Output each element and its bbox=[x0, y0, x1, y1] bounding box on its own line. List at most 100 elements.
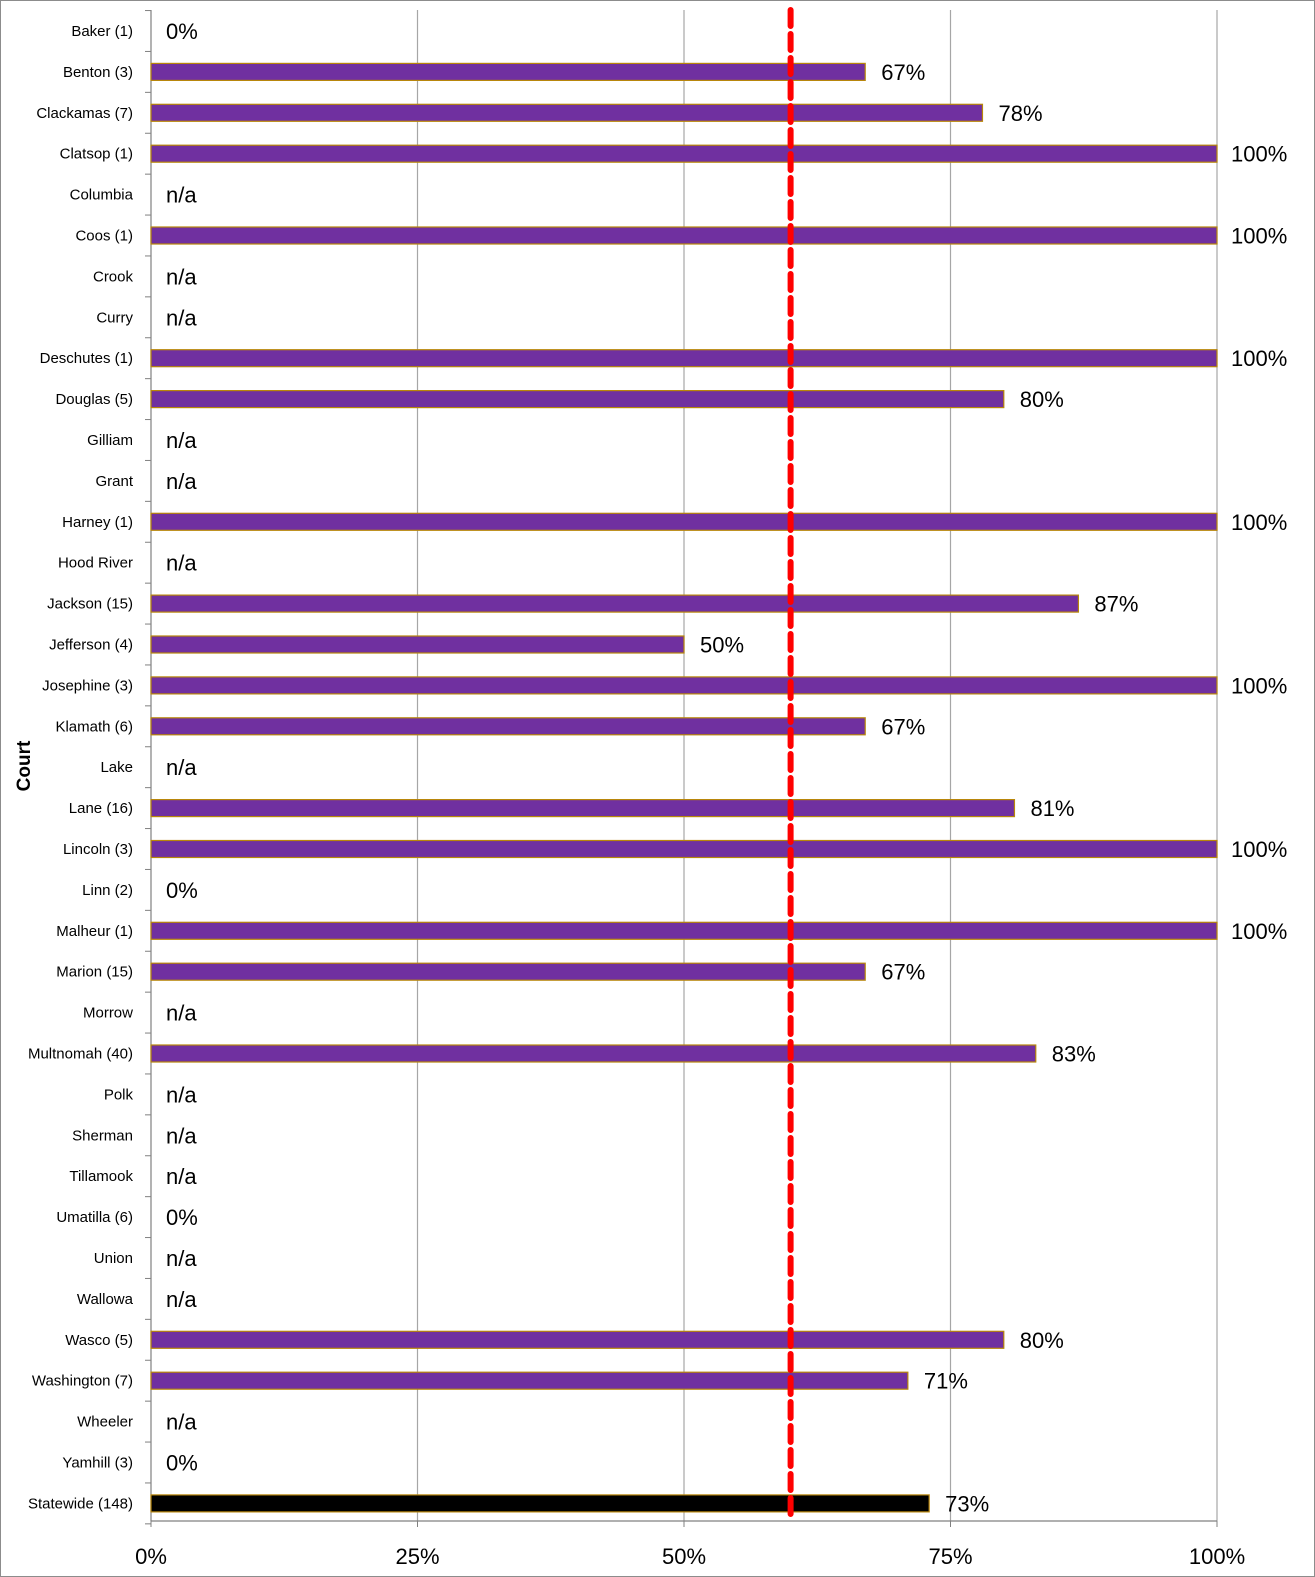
data-label: 87% bbox=[1094, 592, 1138, 617]
data-label: n/a bbox=[166, 1123, 197, 1148]
category-label: Lane (16) bbox=[69, 800, 133, 817]
data-label: n/a bbox=[166, 551, 197, 576]
data-label: 67% bbox=[881, 960, 925, 985]
bar bbox=[150, 717, 866, 736]
axes bbox=[145, 10, 1218, 1527]
category-label: Clatsop (1) bbox=[60, 146, 133, 163]
x-tick-labels: 0% 25% 50% 75% 100% bbox=[135, 1544, 1245, 1569]
bar bbox=[150, 1371, 909, 1390]
category-label: Klamath (6) bbox=[55, 718, 133, 735]
category-label: Malheur (1) bbox=[56, 923, 133, 940]
bar bbox=[150, 676, 1218, 695]
data-label: n/a bbox=[166, 183, 197, 208]
bar bbox=[150, 798, 1016, 818]
data-label: n/a bbox=[166, 1287, 197, 1312]
category-label: Lincoln (3) bbox=[63, 841, 133, 858]
data-label: n/a bbox=[166, 1082, 197, 1107]
data-label: 100% bbox=[1231, 346, 1287, 371]
data-label: 73% bbox=[945, 1491, 989, 1516]
x-tick-label: 100% bbox=[1189, 1544, 1245, 1569]
data-label: 100% bbox=[1231, 837, 1287, 862]
category-label: Jefferson (4) bbox=[49, 637, 133, 654]
data-label: 78% bbox=[998, 101, 1042, 126]
data-label: 100% bbox=[1231, 510, 1287, 535]
x-tick-label: 0% bbox=[135, 1544, 167, 1569]
data-label: 100% bbox=[1231, 673, 1287, 698]
bar bbox=[150, 226, 1218, 245]
data-label: n/a bbox=[166, 755, 197, 780]
data-label: 0% bbox=[166, 1451, 198, 1476]
bars bbox=[150, 62, 1218, 1513]
data-label: 0% bbox=[166, 19, 198, 44]
data-label: 0% bbox=[166, 878, 198, 903]
category-label: Umatilla (6) bbox=[56, 1209, 133, 1226]
category-label: Harney (1) bbox=[62, 514, 133, 531]
statewide-bar bbox=[150, 1494, 930, 1513]
data-label: n/a bbox=[166, 1001, 197, 1026]
bar bbox=[150, 921, 1218, 940]
category-label: Multnomah (40) bbox=[28, 1046, 133, 1063]
data-label: 100% bbox=[1231, 142, 1287, 167]
bar bbox=[150, 1330, 1005, 1349]
data-label: n/a bbox=[166, 469, 197, 494]
data-label: 100% bbox=[1231, 224, 1287, 249]
category-label: Grant bbox=[95, 473, 133, 490]
x-tick-label: 75% bbox=[928, 1544, 972, 1569]
category-label: Coos (1) bbox=[75, 228, 133, 245]
category-label: Gilliam bbox=[87, 432, 133, 449]
x-tick-label: 50% bbox=[662, 1544, 706, 1569]
data-label: 81% bbox=[1030, 796, 1074, 821]
data-label: n/a bbox=[166, 1246, 197, 1271]
data-label: 100% bbox=[1231, 919, 1287, 944]
data-label: 83% bbox=[1052, 1042, 1096, 1067]
category-label: Jackson (15) bbox=[47, 596, 133, 613]
x-tick-label: 25% bbox=[395, 1544, 439, 1569]
data-labels: 0% 67% 78% 100% n/a 100% n/a n/a 100% 80% n/a n/a 10… bbox=[166, 19, 1287, 1516]
category-label: Wasco (5) bbox=[65, 1332, 133, 1349]
data-label: 67% bbox=[881, 60, 925, 85]
category-label: Clackamas (7) bbox=[36, 105, 133, 122]
data-label: n/a bbox=[166, 1164, 197, 1189]
bar bbox=[150, 512, 1218, 531]
bar bbox=[150, 635, 685, 654]
category-label: Wheeler bbox=[77, 1414, 133, 1431]
bar bbox=[150, 839, 1218, 859]
data-label: 80% bbox=[1020, 1328, 1064, 1353]
category-label: Columbia bbox=[70, 187, 134, 204]
gridlines bbox=[416, 10, 1218, 1521]
category-label: Marion (15) bbox=[56, 964, 133, 981]
bar bbox=[150, 144, 1218, 163]
category-label: Curry bbox=[96, 309, 133, 326]
y-axis-title: Court bbox=[14, 740, 35, 791]
category-label: Yamhill (3) bbox=[62, 1455, 133, 1472]
bar bbox=[150, 1044, 1037, 1063]
category-label: Lake bbox=[100, 759, 133, 776]
category-label: Josephine (3) bbox=[42, 677, 133, 694]
bar bbox=[150, 390, 1005, 409]
category-label: Washington (7) bbox=[32, 1373, 133, 1390]
category-label: Hood River bbox=[58, 555, 133, 572]
data-label: n/a bbox=[166, 264, 197, 289]
bar bbox=[150, 103, 984, 122]
category-label: Morrow bbox=[83, 1005, 133, 1022]
category-label: Tillamook bbox=[69, 1168, 133, 1185]
bar bbox=[150, 62, 866, 82]
category-label: Sherman bbox=[72, 1127, 133, 1144]
data-label: n/a bbox=[166, 428, 197, 453]
data-label: 80% bbox=[1020, 387, 1064, 412]
bar bbox=[150, 349, 1218, 368]
bar bbox=[150, 962, 866, 981]
category-label: Douglas (5) bbox=[55, 391, 133, 408]
data-label: 0% bbox=[166, 1205, 198, 1230]
category-label: Benton (3) bbox=[63, 64, 133, 81]
category-label: Statewide (148) bbox=[28, 1495, 133, 1512]
data-label: 67% bbox=[881, 714, 925, 739]
category-label: Wallowa bbox=[77, 1291, 134, 1308]
category-label: Deschutes (1) bbox=[40, 350, 133, 367]
bar bbox=[150, 594, 1080, 613]
category-label: Polk bbox=[104, 1086, 134, 1103]
data-label: 71% bbox=[924, 1369, 968, 1394]
category-label: Baker (1) bbox=[71, 23, 133, 40]
